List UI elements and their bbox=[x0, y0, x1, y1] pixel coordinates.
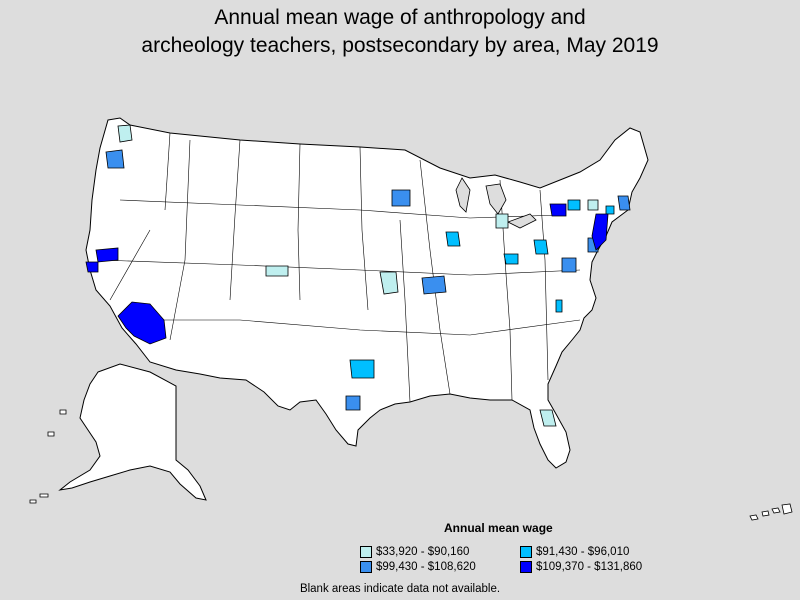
region-minneapolis bbox=[391, 189, 411, 207]
region-florida bbox=[539, 409, 557, 427]
legend-label-1: $33,920 - $90,160 bbox=[376, 546, 470, 558]
legend-swatch-3 bbox=[360, 561, 372, 573]
great-lakes bbox=[455, 177, 537, 229]
region-michigan bbox=[495, 213, 509, 229]
legend-swatch-4 bbox=[520, 561, 532, 573]
legend-swatch-1 bbox=[360, 546, 372, 558]
region-bay-area bbox=[85, 261, 99, 273]
region-ct bbox=[605, 205, 615, 215]
region-upstate-ny bbox=[549, 203, 567, 217]
legend-label-3: $99,430 - $108,620 bbox=[376, 561, 476, 573]
legend-swatch-2 bbox=[520, 546, 532, 558]
region-pennsylvania bbox=[561, 257, 577, 273]
region-texas bbox=[345, 395, 361, 411]
region-kentucky bbox=[503, 253, 519, 265]
alaska-islands bbox=[29, 409, 67, 504]
legend-title: Annual mean wage bbox=[444, 521, 553, 535]
legend-label-4: $109,370 - $131,860 bbox=[536, 561, 643, 573]
map-title-line-2: archeology teachers, postsecondary by ar… bbox=[141, 34, 659, 57]
legend-item-1: $33,920 - $90,160 bbox=[360, 546, 469, 558]
hawaii-islands bbox=[749, 503, 793, 521]
region-oklahoma bbox=[349, 359, 375, 379]
region-ohio bbox=[533, 239, 549, 255]
region-ny-metro bbox=[591, 213, 609, 251]
region-olympia-wa bbox=[117, 124, 133, 143]
tier4-regions bbox=[85, 203, 609, 345]
region-iowa-city bbox=[445, 231, 461, 247]
legend-label-2: $91,430 - $96,010 bbox=[536, 546, 630, 558]
region-ny-albany bbox=[567, 199, 581, 211]
tier2-regions bbox=[349, 199, 615, 379]
tier1-regions bbox=[117, 124, 599, 427]
region-portland-or bbox=[105, 149, 125, 169]
map-title: Annual mean wage of anthropology and arc… bbox=[0, 4, 800, 60]
footnote: Blank areas indicate data not available. bbox=[299, 583, 501, 595]
alaska-landmass bbox=[58, 363, 207, 501]
region-missouri bbox=[421, 275, 447, 295]
region-colorado bbox=[265, 265, 289, 277]
legend-item-4: $109,370 - $131,860 bbox=[520, 561, 642, 573]
legend-item-3: $99,430 - $108,620 bbox=[360, 561, 476, 573]
legend-item-2: $91,430 - $96,010 bbox=[520, 546, 629, 558]
map-title-line-1: Annual mean wage of anthropology and bbox=[214, 6, 586, 29]
region-kansas bbox=[379, 271, 399, 295]
region-va bbox=[555, 299, 563, 313]
region-southern-california bbox=[117, 301, 167, 345]
region-massachusetts bbox=[617, 195, 631, 211]
region-sacramento bbox=[95, 247, 119, 263]
region-new-england bbox=[587, 199, 599, 211]
